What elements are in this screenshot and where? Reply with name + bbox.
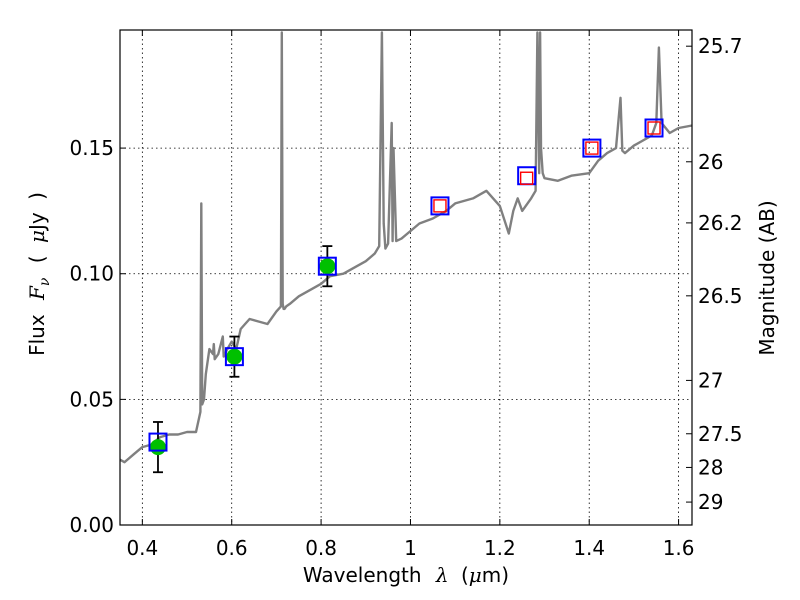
- upper-limit-point: [647, 121, 661, 135]
- y2-tick-label: 27: [698, 368, 723, 392]
- x-tick-label: 0.6: [216, 536, 248, 560]
- y-axis-label: Flux Fν ( μJy ): [25, 192, 54, 356]
- model-point: [148, 432, 168, 452]
- x-tick-label: 1.6: [663, 536, 695, 560]
- tick-layer: 0.4 0.6 0.8 1 1.2 1.4 1.6 0.00 0.05 0.10 0.15 25.7 2…: [69, 30, 743, 560]
- model-point: [224, 347, 244, 367]
- model-point: [582, 138, 602, 158]
- y2-tick-label: 26.5: [698, 284, 743, 308]
- y2-tick-label: 27.5: [698, 422, 743, 446]
- plot-frame: [119, 29, 693, 526]
- x-tick-label: 1: [404, 536, 417, 560]
- model-point: [317, 256, 337, 276]
- y-tick-label: 0.05: [69, 387, 114, 411]
- observed-point: [226, 348, 243, 365]
- upper-limit-point: [585, 141, 599, 155]
- y-tick-label: 0.15: [69, 136, 114, 160]
- y2-tick-label: 26.2: [698, 211, 743, 235]
- upper-limit-point: [519, 171, 534, 185]
- observed-point: [319, 258, 336, 275]
- x-tick-label: 0.4: [126, 536, 158, 560]
- y2-axis-label: Magnitude (AB): [755, 200, 779, 355]
- y-tick-label: 0.10: [69, 262, 114, 286]
- x-tick-label: 1.4: [573, 536, 605, 560]
- x-tick-label: 0.8: [305, 536, 337, 560]
- photometry-layer: [148, 118, 664, 474]
- y2-tick-label: 26: [698, 150, 723, 174]
- spectrum-line: [119, 31, 693, 464]
- spectrum-layer: [119, 31, 693, 464]
- grid-lines: [120, 30, 692, 525]
- observed-point: [149, 439, 166, 456]
- x-axis-label: Wavelength λ (μm): [303, 563, 509, 587]
- y2-tick-label: 25.7: [698, 34, 743, 58]
- model-point: [430, 196, 450, 216]
- model-point: [644, 118, 664, 138]
- x-tick-label: 1.2: [484, 536, 516, 560]
- y2-tick-label: 29: [698, 490, 723, 514]
- y-tick-label: 0.00: [69, 513, 114, 537]
- y2-tick-label: 28: [698, 455, 723, 479]
- upper-limit-point: [433, 199, 447, 213]
